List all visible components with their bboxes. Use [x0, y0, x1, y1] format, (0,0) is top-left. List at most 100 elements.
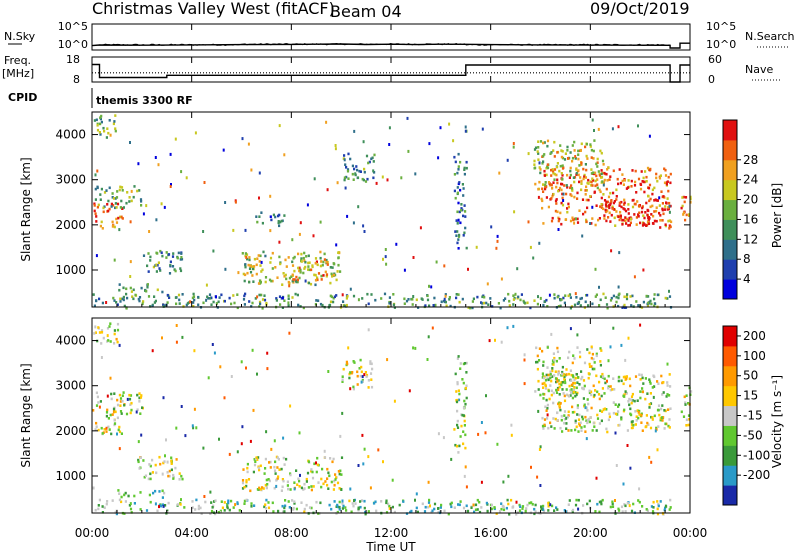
heatmap-cell	[138, 299, 141, 303]
heatmap-cell	[105, 136, 108, 139]
heatmap-cell	[253, 504, 256, 507]
heatmap-cell	[630, 509, 634, 513]
heatmap-cell	[560, 188, 563, 192]
heatmap-cell	[456, 186, 459, 189]
heatmap-cell	[372, 176, 375, 180]
heatmap-cell	[277, 458, 280, 461]
heatmap-cell	[593, 393, 596, 397]
heatmap-cell	[505, 506, 508, 510]
heatmap-cell	[603, 217, 606, 220]
heatmap-cell	[304, 260, 307, 264]
heatmap-cell	[557, 402, 560, 406]
heatmap-cell	[669, 204, 672, 208]
heatmap-cell	[541, 372, 544, 375]
heatmap-cell	[388, 126, 391, 130]
heatmap-cell	[661, 219, 664, 222]
heatmap-cell	[619, 210, 622, 214]
colorbar-tick-label: -15	[743, 409, 763, 423]
heatmap-cell	[414, 498, 416, 502]
heatmap-cell	[552, 171, 555, 175]
heatmap-cell	[202, 230, 205, 233]
heatmap-cell	[116, 202, 120, 206]
heatmap-cell	[546, 366, 549, 369]
heatmap-cell	[307, 460, 310, 463]
heatmap-cell	[559, 211, 562, 215]
heatmap-cell	[335, 243, 338, 247]
heatmap-cell	[554, 417, 557, 421]
heatmap-cell	[486, 509, 489, 513]
heatmap-cell	[556, 346, 559, 350]
heatmap-cell	[600, 206, 603, 209]
heatmap-cell	[560, 222, 563, 226]
heatmap-cell	[569, 151, 572, 154]
heatmap-cell	[618, 292, 621, 296]
heatmap-cell	[638, 211, 641, 215]
heatmap-cell	[663, 208, 666, 211]
heatmap-cell	[351, 164, 354, 168]
heatmap-cell	[668, 426, 671, 429]
heatmap-cell	[118, 447, 121, 451]
heatmap-cell	[341, 375, 344, 378]
heatmap-cell	[319, 302, 323, 306]
heatmap-cell	[408, 389, 411, 393]
heatmap-cell	[105, 189, 108, 192]
heatmap-cell	[321, 263, 324, 267]
heatmap-cell	[460, 207, 463, 210]
heatmap-cell	[667, 189, 670, 193]
heatmap-cell	[392, 303, 395, 307]
heatmap-cell	[538, 359, 541, 362]
heatmap-cell	[327, 487, 330, 490]
heatmap-cell	[510, 433, 513, 437]
heatmap-cell	[565, 184, 568, 187]
heatmap-cell	[367, 161, 370, 165]
heatmap-cell	[615, 210, 618, 213]
heatmap-cell	[277, 220, 280, 223]
heatmap-cell	[658, 211, 661, 215]
heatmap-cell	[287, 487, 290, 491]
heatmap-cell	[333, 483, 336, 487]
heatmap-cell	[298, 479, 301, 483]
heatmap-cell	[464, 125, 467, 129]
heatmap-cell	[655, 172, 658, 176]
heatmap-cell	[610, 213, 613, 217]
heatmap-cell	[205, 298, 208, 302]
heatmap-cell	[590, 356, 593, 360]
heatmap-cell	[338, 500, 341, 504]
heatmap-cell	[657, 382, 660, 385]
heatmap-cell	[544, 185, 548, 189]
heatmap-cell	[363, 167, 366, 171]
heatmap-cell	[569, 169, 572, 173]
heatmap-cell	[600, 410, 604, 413]
heatmap-cell	[560, 418, 563, 422]
heatmap-cell	[456, 398, 459, 402]
heatmap-cell	[230, 302, 233, 306]
heatmap-cell	[669, 225, 672, 229]
heatmap-cell	[289, 404, 292, 408]
heatmap-cell	[606, 430, 609, 434]
heatmap-cell	[561, 167, 565, 170]
heatmap-cell	[119, 215, 122, 219]
heatmap-cell	[224, 267, 227, 271]
heatmap-cell	[113, 225, 116, 229]
heatmap-cell	[574, 428, 577, 432]
heatmap-cell	[279, 303, 282, 306]
heatmap-cell	[620, 417, 623, 421]
heatmap-cell	[609, 175, 612, 178]
heatmap-cell	[683, 395, 686, 399]
heatmap-cell	[579, 355, 582, 359]
heatmap-cell	[558, 186, 562, 190]
heatmap-cell	[264, 457, 267, 461]
heatmap-cell	[120, 199, 123, 203]
heatmap-cell	[589, 145, 592, 148]
heatmap-cell	[465, 166, 468, 170]
heatmap-cell	[616, 177, 619, 181]
heatmap-cell	[310, 506, 313, 510]
heatmap-cell	[529, 306, 532, 310]
freq-tick-high: 18	[66, 53, 80, 66]
nsky-left-tick: 10^0	[58, 38, 88, 51]
heatmap-cell	[166, 301, 169, 304]
heatmap-cell	[358, 169, 361, 173]
heatmap-cell	[664, 506, 667, 510]
heatmap-cell	[646, 166, 650, 170]
heatmap-cell	[386, 178, 389, 182]
